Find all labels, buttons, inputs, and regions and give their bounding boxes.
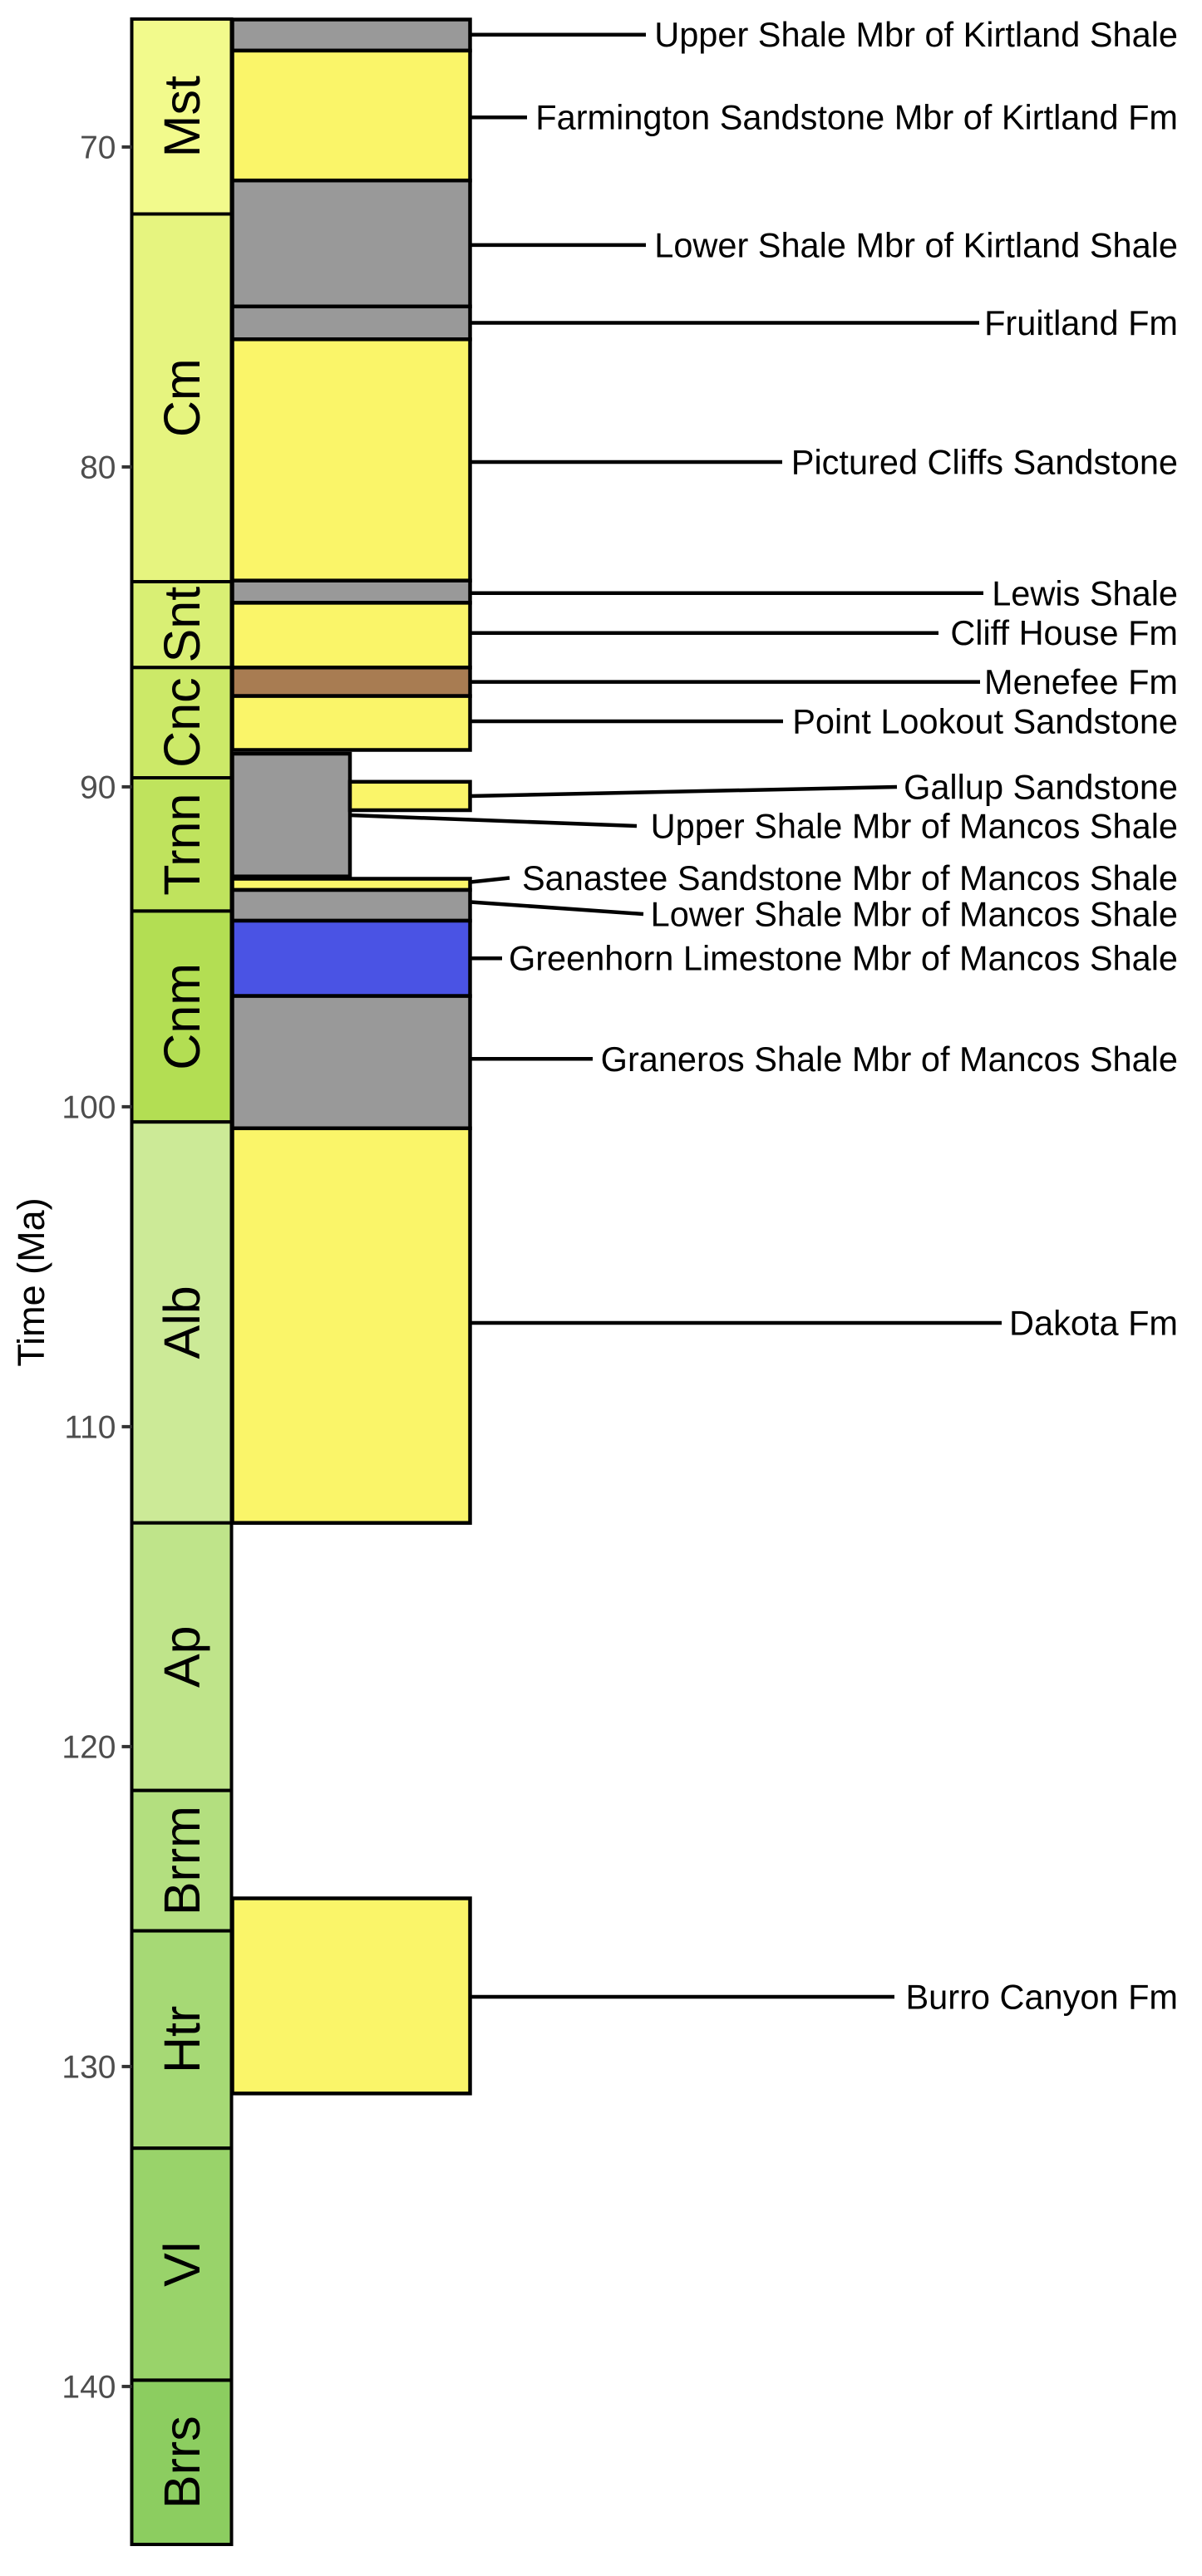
svg-text:70: 70 <box>80 130 116 166</box>
svg-text:80: 80 <box>80 450 116 486</box>
svg-text:Upper Shale Mbr of Mancos Shal: Upper Shale Mbr of Mancos Shale <box>651 807 1178 846</box>
svg-text:Time (Ma): Time (Ma) <box>10 1197 52 1366</box>
svg-text:Lower Shale Mbr of Kirtland Sh: Lower Shale Mbr of Kirtland Shale <box>654 225 1178 264</box>
svg-text:140: 140 <box>62 2370 116 2406</box>
svg-text:Fruitland Fm: Fruitland Fm <box>984 303 1178 342</box>
svg-text:110: 110 <box>64 1410 116 1446</box>
svg-text:Lewis Shale: Lewis Shale <box>992 573 1178 612</box>
svg-text:Greenhorn Limestone Mbr of Man: Greenhorn Limestone Mbr of Mancos Shale <box>509 939 1178 978</box>
svg-text:Snt: Snt <box>154 587 210 663</box>
svg-text:Brrs: Brrs <box>154 2416 210 2509</box>
svg-text:100: 100 <box>62 1090 116 1126</box>
svg-text:Vl: Vl <box>154 2242 210 2287</box>
svg-text:Farmington Sandstone Mbr of Ki: Farmington Sandstone Mbr of Kirtland Fm <box>535 98 1178 137</box>
svg-text:120: 120 <box>62 1730 116 1766</box>
svg-text:Mst: Mst <box>154 76 210 157</box>
svg-text:Point Lookout Sandstone: Point Lookout Sandstone <box>792 702 1178 741</box>
svg-text:Cnc: Cnc <box>154 677 210 767</box>
svg-text:Brrm: Brrm <box>154 1806 210 1915</box>
svg-text:Lower Shale Mbr of Mancos Shal: Lower Shale Mbr of Mancos Shale <box>651 895 1178 934</box>
svg-text:130: 130 <box>62 2050 116 2086</box>
svg-text:Pictured Cliffs Sandstone: Pictured Cliffs Sandstone <box>791 443 1178 482</box>
svg-text:Cliff House Fm: Cliff House Fm <box>950 613 1178 652</box>
svg-text:Htr: Htr <box>154 2006 210 2073</box>
svg-text:Dakota Fm: Dakota Fm <box>1009 1304 1178 1343</box>
svg-text:Upper Shale Mbr of Kirtland Sh: Upper Shale Mbr of Kirtland Shale <box>654 15 1178 54</box>
svg-text:Trnn: Trnn <box>154 794 210 896</box>
svg-text:Sanastee Sandstone Mbr of Manc: Sanastee Sandstone Mbr of Mancos Shale <box>522 858 1178 897</box>
svg-text:Ap: Ap <box>154 1625 210 1688</box>
svg-text:Alb: Alb <box>154 1286 210 1359</box>
svg-text:Graneros Shale Mbr of Mancos S: Graneros Shale Mbr of Mancos Shale <box>601 1040 1178 1079</box>
svg-text:Gallup Sandstone: Gallup Sandstone <box>904 768 1178 807</box>
svg-text:Burro Canyon Fm: Burro Canyon Fm <box>905 1978 1178 2017</box>
svg-text:Menefee Fm: Menefee Fm <box>984 662 1178 701</box>
svg-text:90: 90 <box>80 770 116 806</box>
svg-text:Cnm: Cnm <box>154 963 210 1070</box>
svg-text:Cm: Cm <box>154 358 210 437</box>
